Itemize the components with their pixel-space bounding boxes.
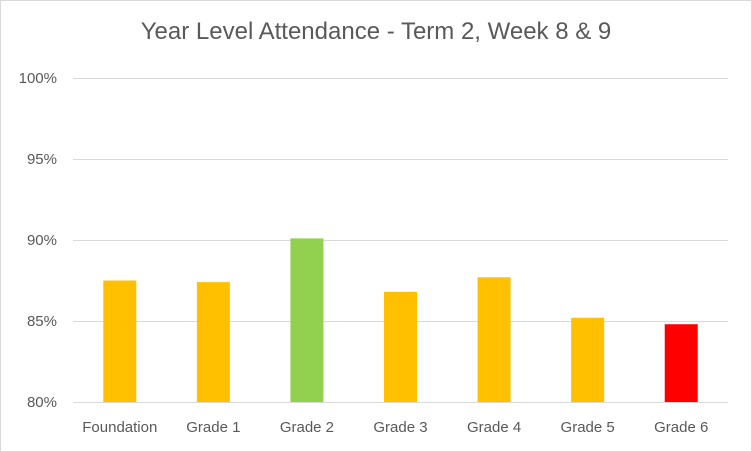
y-tick-label: 85% — [27, 313, 57, 330]
chart-title: Year Level Attendance - Term 2, Week 8 &… — [140, 18, 612, 45]
y-tick-label: 100% — [19, 70, 57, 87]
x-tick-label: Grade 1 — [186, 419, 240, 436]
x-tick-label: Foundation — [82, 419, 157, 436]
bar-grade-3 — [384, 291, 417, 402]
y-tick-label: 95% — [27, 151, 57, 168]
y-tick-label: 80% — [27, 394, 57, 411]
y-axis-tick-labels: 80% 85% 90% 95% 100% — [19, 70, 57, 411]
x-axis-tick-labels: Foundation Grade 1 Grade 2 Grade 3 Grade 4 Gr… — [82, 419, 708, 436]
bars — [103, 238, 698, 402]
x-tick-label: Grade 4 — [467, 419, 521, 436]
bar-grade-5 — [571, 317, 605, 402]
x-tick-label: Grade 2 — [280, 419, 334, 436]
bar-foundation — [103, 280, 137, 402]
bar-grade-1 — [196, 282, 230, 402]
x-tick-label: Grade 5 — [561, 419, 615, 436]
y-tick-label: 90% — [27, 232, 57, 249]
bar-grade-6 — [664, 324, 698, 402]
x-tick-label: Grade 6 — [654, 419, 708, 436]
bar-grade-2 — [290, 238, 324, 402]
bar-grade-4 — [477, 277, 511, 402]
x-tick-label: Grade 3 — [373, 419, 427, 436]
